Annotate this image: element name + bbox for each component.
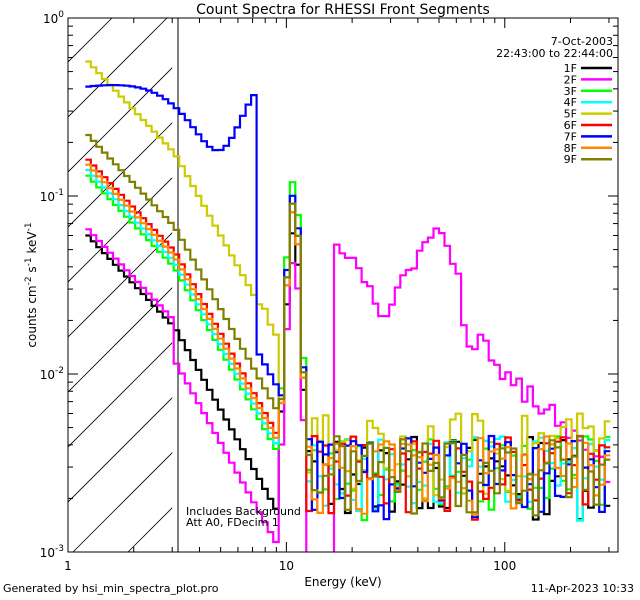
y-axis-label: counts cm-2 s-1 keV-1: [24, 222, 39, 347]
y-axis-label-s: s: [25, 266, 39, 276]
y-tick-label: 10-3: [40, 544, 64, 560]
chart-title: Count Spectra for RHESSI Front Segments: [196, 2, 490, 18]
series-layer: [85, 60, 611, 552]
series-line-1f: [85, 232, 611, 521]
series-line-6f: [85, 158, 611, 521]
y-tick-label: 10-1: [40, 188, 64, 204]
legend-label-1f: 1F: [564, 62, 577, 75]
hatch-line: [0, 0, 108, 552]
y-axis-label-exp-3: -1: [24, 222, 34, 231]
plot-frame: [67, 17, 619, 553]
y-axis-label-kev: keV: [25, 231, 39, 258]
hatch-line: [68, 122, 173, 228]
legend-label-9f: 9F: [564, 153, 577, 166]
x-axis-label: Energy (keV): [304, 575, 381, 589]
series-line-8f: [85, 163, 611, 516]
legend-time-range: 22:43:00 to 22:44:00: [496, 47, 613, 60]
legend-label-8f: 8F: [564, 142, 577, 155]
x-tick-label: 1: [64, 559, 72, 573]
legend-label-7f: 7F: [564, 130, 577, 143]
hatch-line: [68, 177, 173, 283]
y-tick-label: 100: [43, 10, 64, 26]
hatch-line: [68, 397, 173, 503]
x-axis: 1 10 100: [64, 18, 610, 573]
footer-timestamp: 11-Apr-2023 10:33: [530, 582, 634, 595]
y-axis-label-main: counts cm: [25, 285, 39, 347]
series-line-5f: [85, 60, 611, 500]
series-line-2f: [85, 227, 611, 552]
series-line-3f: [85, 174, 611, 522]
hatch-line: [68, 342, 173, 448]
y-axis-label-exp-2: -1: [24, 257, 34, 266]
legend-label-4f: 4F: [564, 96, 577, 109]
legend-label-2f: 2F: [564, 73, 577, 86]
legend-label-5f: 5F: [564, 108, 577, 121]
hatch-line: [68, 18, 113, 63]
y-tick-label: 10-2: [40, 366, 64, 382]
legend-label-3f: 3F: [564, 85, 577, 98]
hatch-line: [68, 18, 168, 118]
hatch-line: [623, 0, 640, 552]
annotation-background: Includes Background: [186, 505, 301, 518]
series-line-7f: [85, 84, 611, 521]
footer-generated-by: Generated by hsi_min_spectra_plot.pro: [3, 582, 219, 595]
annotation-attenuator: Att A0, FDecim 1: [186, 516, 279, 529]
x-tick-label: 100: [493, 559, 516, 573]
attenuator-hatch-region: [0, 0, 640, 552]
legend-date: 7-Oct-2003: [551, 35, 613, 48]
series-line-4f: [85, 168, 611, 522]
legend-label-6f: 6F: [564, 119, 577, 132]
legend: 7-Oct-2003 22:43:00 to 22:44:00 1F2F3F4F…: [496, 35, 613, 166]
series-line-9f: [85, 133, 611, 517]
x-tick-label: 10: [279, 559, 294, 573]
y-axis: 100 10-1 10-2 10-3: [40, 10, 618, 560]
y-axis-label-exp-1: -2: [24, 276, 34, 285]
